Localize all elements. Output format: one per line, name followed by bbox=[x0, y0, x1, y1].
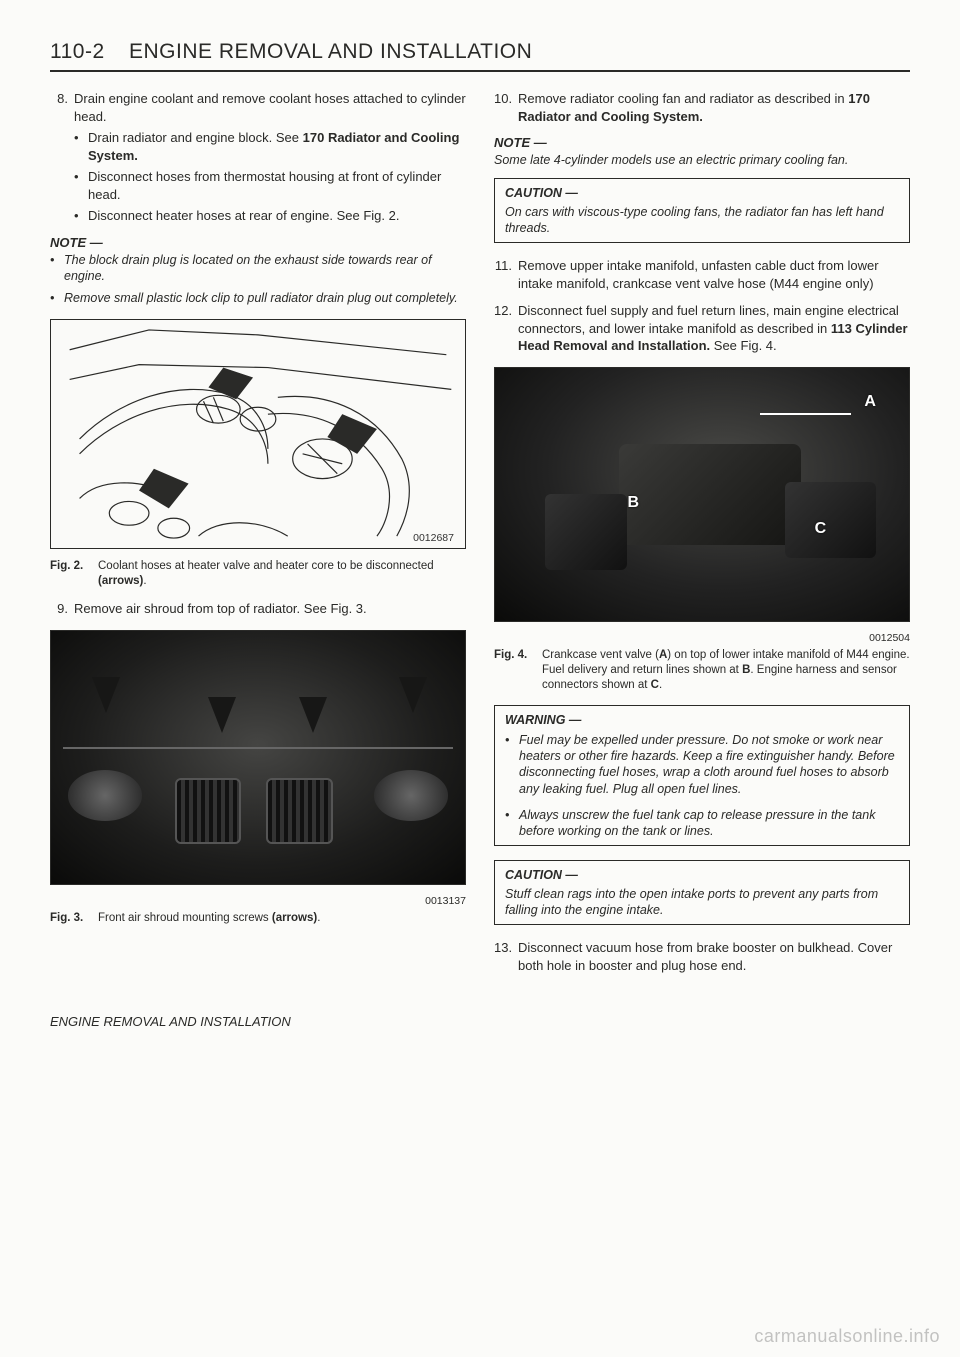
figure-id: 0013137 bbox=[50, 895, 466, 907]
label-b: B bbox=[627, 494, 639, 512]
page-header: 110-2 ENGINE REMOVAL AND INSTALLATION bbox=[50, 40, 910, 64]
intake-manifold bbox=[619, 444, 801, 545]
headlight-left bbox=[68, 770, 143, 821]
bullet-dot: • bbox=[50, 290, 64, 306]
bullet-dot: • bbox=[505, 732, 519, 797]
figure-id: 0012504 bbox=[494, 632, 910, 644]
page-number: 110-2 bbox=[50, 40, 105, 63]
step-text: Drain engine coolant and remove coolant … bbox=[74, 91, 466, 124]
warning-text: Fuel may be expelled under pressure. Do … bbox=[519, 732, 899, 797]
step-11: 11. Remove upper intake manifold, unfast… bbox=[494, 257, 910, 292]
figure-label: Fig. 3. bbox=[50, 911, 98, 926]
caution-box: CAUTION — Stuff clean rags into the open… bbox=[494, 860, 910, 925]
figure-2: 0012687 bbox=[50, 319, 466, 549]
figure-4-photo: A B C bbox=[495, 368, 909, 621]
note-text: Remove small plastic lock clip to pull r… bbox=[64, 290, 466, 306]
step-9: 9. Remove air shroud from top of radiato… bbox=[50, 600, 466, 618]
step-13: 13. Disconnect vacuum hose from brake bo… bbox=[494, 939, 910, 974]
bullet-text: Disconnect heater hoses at rear of engin… bbox=[88, 207, 466, 225]
step-text: Remove radiator cooling fan and radiator… bbox=[518, 90, 910, 125]
warning-item: •Always unscrew the fuel tank cap to rel… bbox=[505, 807, 899, 840]
step-body: Drain engine coolant and remove coolant … bbox=[74, 90, 466, 225]
caution-header: CAUTION — bbox=[505, 867, 899, 883]
figure-label: Fig. 2. bbox=[50, 559, 98, 589]
bullet-dot: • bbox=[74, 168, 88, 203]
grille-left bbox=[175, 778, 241, 844]
figure-3-photo bbox=[51, 631, 465, 884]
bullet: •Drain radiator and engine block. See 17… bbox=[74, 129, 466, 164]
bullet-dot: • bbox=[74, 129, 88, 164]
leader-line bbox=[760, 413, 851, 415]
step-text: Disconnect fuel supply and fuel return l… bbox=[518, 302, 910, 355]
note-text: The block drain plug is located on the e… bbox=[64, 252, 466, 285]
step-number: 8. bbox=[50, 90, 74, 225]
step-8: 8. Drain engine coolant and remove coola… bbox=[50, 90, 466, 225]
manual-page: 110-2 ENGINE REMOVAL AND INSTALLATION 8.… bbox=[0, 0, 960, 1357]
figure-4: A B C bbox=[494, 367, 910, 622]
hood-line bbox=[63, 747, 452, 749]
note-block: NOTE — •The block drain plug is located … bbox=[50, 235, 466, 307]
arrow-icon bbox=[92, 677, 120, 713]
figure-id: 0012687 bbox=[410, 532, 457, 544]
caution-box: CAUTION — On cars with viscous-type cool… bbox=[494, 178, 910, 243]
bullet-text: Disconnect hoses from thermostat housing… bbox=[88, 168, 466, 203]
arrow-icon bbox=[299, 697, 327, 733]
step-number: 9. bbox=[50, 600, 74, 618]
figure-3-caption: Fig. 3. Front air shroud mounting screws… bbox=[50, 911, 466, 926]
warning-box: WARNING — •Fuel may be expelled under pr… bbox=[494, 705, 910, 847]
figure-2-svg bbox=[51, 320, 465, 548]
note-text: Some late 4-cylinder models use an elect… bbox=[494, 152, 910, 168]
figure-3 bbox=[50, 630, 466, 885]
grille-right bbox=[266, 778, 332, 844]
caution-text: Stuff clean rags into the open intake po… bbox=[505, 886, 899, 919]
warning-header: WARNING — bbox=[505, 712, 899, 728]
columns: 8. Drain engine coolant and remove coola… bbox=[50, 90, 910, 984]
arrow-icon bbox=[208, 697, 236, 733]
right-column: 10. Remove radiator cooling fan and radi… bbox=[494, 90, 910, 984]
engine-block bbox=[785, 482, 876, 558]
step-10: 10. Remove radiator cooling fan and radi… bbox=[494, 90, 910, 125]
figure-label: Fig. 4. bbox=[494, 648, 542, 693]
note-item: •Remove small plastic lock clip to pull … bbox=[50, 290, 466, 306]
note-block: NOTE — Some late 4-cylinder models use a… bbox=[494, 135, 910, 168]
label-a: A bbox=[864, 393, 876, 411]
step-number: 10. bbox=[494, 90, 518, 125]
warning-item: •Fuel may be expelled under pressure. Do… bbox=[505, 732, 899, 797]
page-title: ENGINE REMOVAL AND INSTALLATION bbox=[129, 40, 532, 63]
arrow-icon bbox=[399, 677, 427, 713]
note-item: •The block drain plug is located on the … bbox=[50, 252, 466, 285]
bullet-text: Drain radiator and engine block. See 170… bbox=[88, 129, 466, 164]
step-12: 12. Disconnect fuel supply and fuel retu… bbox=[494, 302, 910, 355]
step-number: 12. bbox=[494, 302, 518, 355]
figure-caption-text: Crankcase vent valve (A) on top of lower… bbox=[542, 648, 910, 693]
note-header: NOTE — bbox=[494, 135, 910, 150]
bullet: •Disconnect hoses from thermostat housin… bbox=[74, 168, 466, 203]
figure-caption-text: Coolant hoses at heater valve and heater… bbox=[98, 559, 466, 589]
step-text: Remove upper intake manifold, unfasten c… bbox=[518, 257, 910, 292]
figure-caption-text: Front air shroud mounting screws (arrows… bbox=[98, 911, 466, 926]
step-text: Disconnect vacuum hose from brake booste… bbox=[518, 939, 910, 974]
step-number: 11. bbox=[494, 257, 518, 292]
label-c: C bbox=[815, 520, 827, 538]
header-rule bbox=[50, 70, 910, 72]
bullet-dot: • bbox=[74, 207, 88, 225]
caution-header: CAUTION — bbox=[505, 185, 899, 201]
bullet-dot: • bbox=[50, 252, 64, 285]
caution-text: On cars with viscous-type cooling fans, … bbox=[505, 204, 899, 237]
figure-2-caption: Fig. 2. Coolant hoses at heater valve an… bbox=[50, 559, 466, 589]
watermark: carmanualsonline.info bbox=[754, 1326, 940, 1347]
left-column: 8. Drain engine coolant and remove coola… bbox=[50, 90, 466, 984]
engine-block bbox=[545, 494, 628, 570]
page-footer: ENGINE REMOVAL AND INSTALLATION bbox=[50, 1014, 910, 1029]
bullet-dot: • bbox=[505, 807, 519, 840]
warning-text: Always unscrew the fuel tank cap to rele… bbox=[519, 807, 899, 840]
step-text: Remove air shroud from top of radiator. … bbox=[74, 600, 466, 618]
note-header: NOTE — bbox=[50, 235, 466, 250]
figure-4-caption: Fig. 4. Crankcase vent valve (A) on top … bbox=[494, 648, 910, 693]
step-number: 13. bbox=[494, 939, 518, 974]
bullet: •Disconnect heater hoses at rear of engi… bbox=[74, 207, 466, 225]
headlight-right bbox=[374, 770, 449, 821]
